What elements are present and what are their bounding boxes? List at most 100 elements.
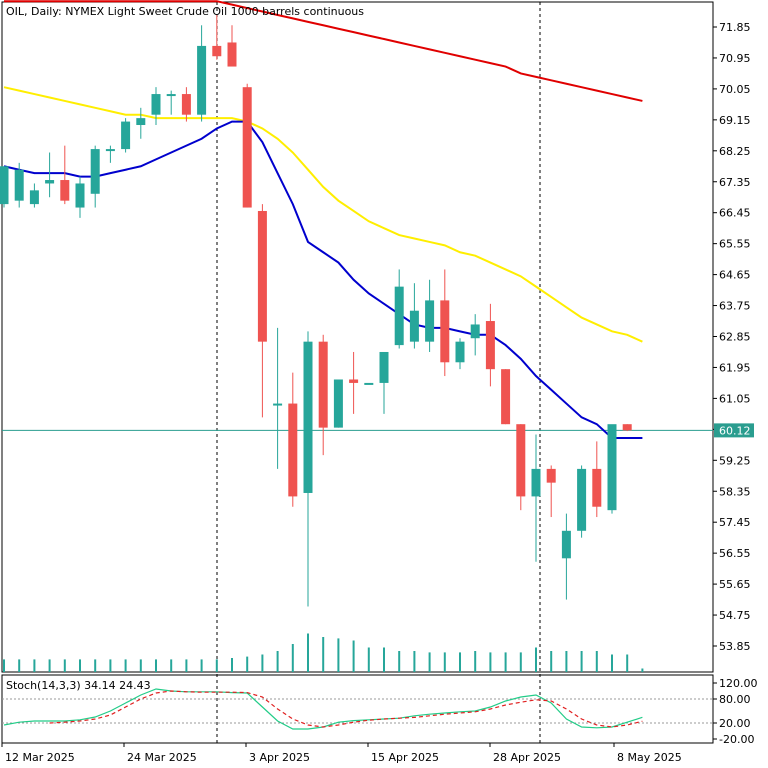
candle (607, 424, 617, 514)
candle (121, 118, 131, 153)
price-pane (0, 0, 713, 743)
candle-body (425, 300, 435, 342)
candle (425, 279, 435, 352)
candle-body (166, 94, 176, 97)
price-tick-label: 59.25 (719, 454, 751, 467)
candle (257, 204, 267, 418)
candle-body (516, 424, 526, 497)
price-tick-label: 61.95 (719, 361, 751, 374)
stochastic-pane (2, 688, 713, 730)
candle-body (14, 169, 24, 201)
candle-body (470, 324, 480, 339)
candle (394, 269, 404, 349)
candle (303, 331, 313, 607)
candle-body (546, 468, 556, 483)
candle (197, 25, 207, 122)
candle (379, 351, 389, 414)
candle (592, 441, 602, 518)
candle (440, 269, 450, 377)
candle-body (288, 403, 298, 497)
candle (105, 145, 115, 163)
candle-body (197, 45, 207, 115)
candle-body (29, 190, 39, 205)
price-axis: 71.85 70.95 70.05 69.15 68.25 67.35 66.45 65.55… (713, 21, 758, 746)
candle (364, 382, 374, 385)
candle (516, 424, 526, 511)
stoch-tick-label: 80.00 (719, 693, 751, 706)
price-tick-label: 63.75 (719, 300, 751, 313)
candle (0, 166, 9, 208)
candle (470, 314, 480, 356)
candle (333, 379, 343, 428)
candle-body (318, 341, 328, 428)
price-tick-label: 61.05 (719, 392, 751, 405)
candle-body (242, 87, 252, 208)
candle-body (136, 118, 146, 126)
candle-body (622, 424, 632, 431)
stoch-signal-line (49, 690, 643, 728)
candle-body (349, 379, 359, 383)
price-tick-label: 58.35 (719, 485, 751, 498)
candle (318, 334, 328, 456)
candle-body (45, 180, 55, 184)
candle-body (409, 310, 419, 342)
candle (531, 434, 541, 562)
time-tick-label: 3 Apr 2025 (249, 751, 310, 764)
candle (242, 83, 252, 208)
stoch-tick-label: -20.00 (719, 733, 754, 746)
chart-title: OIL, Daily: NYMEX Light Sweet Crude Oil … (6, 5, 364, 18)
candle (45, 152, 55, 198)
candle-body (577, 468, 587, 531)
time-tick-label: 15 Apr 2025 (371, 751, 439, 764)
candle (181, 87, 191, 122)
ma-slow-line (4, 0, 643, 102)
candle-body (561, 530, 571, 559)
current-price-label: 60.12 (719, 424, 751, 437)
time-tick-label: 12 Mar 2025 (5, 751, 75, 764)
candle (75, 176, 85, 218)
candle (561, 513, 571, 600)
candle (273, 327, 283, 469)
candle-body (0, 166, 9, 205)
candle-body (440, 300, 450, 363)
price-tick-label: 54.75 (719, 609, 751, 622)
candle-body (455, 341, 465, 363)
price-tick-label: 57.45 (719, 516, 751, 529)
candle-body (151, 94, 161, 115)
candle (212, 14, 222, 60)
time-tick-label: 24 Mar 2025 (127, 751, 197, 764)
price-tick-label: 70.95 (719, 52, 751, 65)
candle-body (531, 468, 541, 497)
stoch-tick-label: 120.00 (719, 677, 758, 690)
candle (455, 338, 465, 370)
stoch-pane-frame (1, 674, 714, 744)
stochastic-label: Stoch(14,3,3) 34.14 24.43 (6, 679, 151, 692)
price-tick-label: 67.35 (719, 176, 751, 189)
candle-body (273, 403, 283, 406)
time-axis: 12 Mar 2025 24 Mar 2025 3 Apr 2025 15 Apr 2… (1, 743, 682, 764)
main-pane-frame (1, 1, 714, 673)
candle-body (75, 183, 85, 208)
candle (546, 465, 556, 518)
candle-body (257, 210, 267, 342)
candle (288, 372, 298, 507)
price-tick-label: 62.85 (719, 331, 751, 344)
candle (227, 25, 237, 67)
candle-body (181, 94, 191, 115)
candle (90, 145, 100, 208)
candle (60, 145, 70, 205)
ma-mid-line (3, 86, 643, 343)
candle-body (212, 45, 222, 57)
price-tick-label: 66.45 (719, 207, 751, 220)
candle (577, 465, 587, 538)
current-price-tag (714, 423, 754, 438)
candle-body (227, 42, 237, 67)
price-tick-label: 65.55 (719, 238, 751, 251)
candle-body (105, 149, 115, 152)
candle-body (90, 149, 100, 194)
candle-body (364, 382, 374, 385)
time-tick-label: 28 Apr 2025 (493, 751, 561, 764)
price-tick-label: 71.85 (719, 21, 751, 34)
price-tick-label: 69.15 (719, 114, 751, 127)
